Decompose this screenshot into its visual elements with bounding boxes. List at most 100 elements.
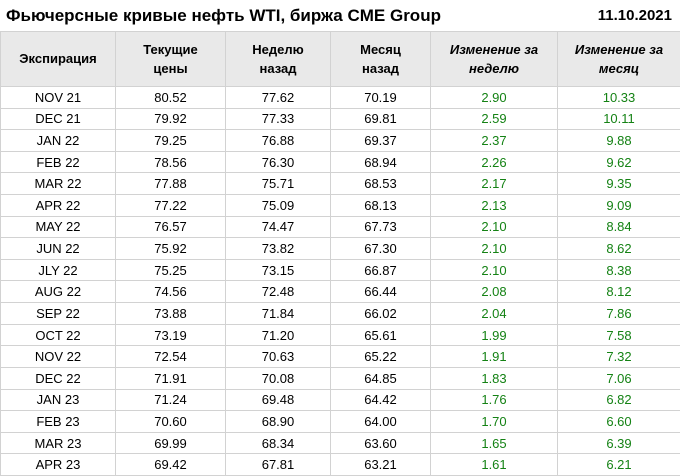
current-price-cell: 78.56: [115, 150, 226, 174]
table-row: NOV 22 72.54 70.63 65.22 1.91 7.32: [0, 345, 680, 368]
week-ago-cell: 73.15: [225, 258, 331, 282]
expiration-cell: AUG 22: [0, 280, 116, 304]
current-price-cell: 70.60: [115, 410, 226, 433]
month-ago-cell: 69.81: [330, 107, 431, 131]
month-change-cell: 9.62: [557, 150, 680, 174]
month-ago-cell: 70.19: [330, 86, 431, 109]
week-change-cell: 2.10: [430, 258, 558, 282]
table-row: JUN 22 75.92 73.82 67.30 2.10 8.62: [0, 237, 680, 260]
month-ago-cell: 63.21: [330, 453, 431, 476]
week-change-cell: 2.13: [430, 194, 558, 217]
current-price-cell: 75.92: [115, 237, 226, 260]
week-change-cell: 1.61: [430, 453, 558, 476]
month-change-cell: 6.60: [557, 410, 680, 433]
column-header-week-change: Изменение за неделю: [430, 31, 558, 87]
week-change-cell: 1.83: [430, 366, 558, 390]
column-header-month-change: Изменение за месяц: [557, 31, 680, 87]
week-ago-cell: 71.20: [225, 323, 331, 347]
week-ago-cell: 74.47: [225, 215, 331, 239]
month-ago-cell: 65.22: [330, 345, 431, 368]
week-ago-cell: 69.48: [225, 388, 331, 412]
month-change-cell: 8.12: [557, 280, 680, 304]
expiration-cell: SEP 22: [0, 302, 116, 325]
expiration-cell: MAY 22: [0, 215, 116, 239]
week-change-cell: 2.90: [430, 86, 558, 109]
week-ago-cell: 75.71: [225, 172, 331, 196]
table-row: SEP 22 73.88 71.84 66.02 2.04 7.86: [0, 302, 680, 325]
current-price-cell: 73.19: [115, 323, 226, 347]
week-ago-cell: 70.08: [225, 366, 331, 390]
week-ago-cell: 77.33: [225, 107, 331, 131]
month-change-cell: 7.32: [557, 345, 680, 368]
month-change-cell: 6.39: [557, 431, 680, 455]
current-price-cell: 73.88: [115, 302, 226, 325]
expiration-cell: NOV 22: [0, 345, 116, 368]
week-ago-cell: 72.48: [225, 280, 331, 304]
table-row: JLY 22 75.25 73.15 66.87 2.10 8.38: [0, 258, 680, 282]
month-ago-cell: 66.44: [330, 280, 431, 304]
week-ago-cell: 71.84: [225, 302, 331, 325]
month-change-cell: 9.88: [557, 129, 680, 152]
week-ago-cell: 68.34: [225, 431, 331, 455]
current-price-cell: 77.88: [115, 172, 226, 196]
expiration-cell: FEB 23: [0, 410, 116, 433]
table-row: APR 22 77.22 75.09 68.13 2.13 9.09: [0, 194, 680, 217]
week-ago-cell: 68.90: [225, 410, 331, 433]
current-price-cell: 71.24: [115, 388, 226, 412]
table-row: AUG 22 74.56 72.48 66.44 2.08 8.12: [0, 280, 680, 304]
month-ago-cell: 69.37: [330, 129, 431, 152]
expiration-cell: APR 22: [0, 194, 116, 217]
week-ago-cell: 73.82: [225, 237, 331, 260]
week-ago-cell: 76.30: [225, 150, 331, 174]
current-price-cell: 79.92: [115, 107, 226, 131]
expiration-cell: MAR 23: [0, 431, 116, 455]
table-header: Экспирация Текущие цены Неделю назад Мес…: [0, 31, 680, 87]
table-row: FEB 22 78.56 76.30 68.94 2.26 9.62: [0, 150, 680, 174]
week-ago-cell: 77.62: [225, 86, 331, 109]
week-ago-cell: 75.09: [225, 194, 331, 217]
table-row: JAN 22 79.25 76.88 69.37 2.37 9.88: [0, 129, 680, 152]
week-change-cell: 2.59: [430, 107, 558, 131]
month-ago-cell: 67.30: [330, 237, 431, 260]
week-change-cell: 1.76: [430, 388, 558, 412]
expiration-cell: FEB 22: [0, 150, 116, 174]
month-ago-cell: 68.13: [330, 194, 431, 217]
table-row: OCT 22 73.19 71.20 65.61 1.99 7.58: [0, 323, 680, 347]
titlebar: Фьючерсные кривые нефть WTI, биржа CME G…: [0, 0, 680, 31]
week-ago-cell: 67.81: [225, 453, 331, 476]
week-change-cell: 2.37: [430, 129, 558, 152]
week-change-cell: 2.26: [430, 150, 558, 174]
column-header-expiration: Экспирация: [0, 31, 116, 87]
week-change-cell: 2.08: [430, 280, 558, 304]
column-header-week-ago: Неделю назад: [225, 31, 331, 87]
month-ago-cell: 64.42: [330, 388, 431, 412]
current-price-cell: 80.52: [115, 86, 226, 109]
week-change-cell: 1.99: [430, 323, 558, 347]
current-price-cell: 74.56: [115, 280, 226, 304]
expiration-cell: MAR 22: [0, 172, 116, 196]
column-header-current-price: Текущие цены: [115, 31, 226, 87]
current-price-cell: 75.25: [115, 258, 226, 282]
month-ago-cell: 68.53: [330, 172, 431, 196]
week-change-cell: 2.10: [430, 215, 558, 239]
month-ago-cell: 65.61: [330, 323, 431, 347]
month-ago-cell: 63.60: [330, 431, 431, 455]
column-header-month-ago: Месяц назад: [330, 31, 431, 87]
expiration-cell: JLY 22: [0, 258, 116, 282]
week-change-cell: 2.04: [430, 302, 558, 325]
week-change-cell: 1.70: [430, 410, 558, 433]
month-change-cell: 8.84: [557, 215, 680, 239]
month-ago-cell: 66.87: [330, 258, 431, 282]
report-date: 11.10.2021: [597, 7, 672, 24]
expiration-cell: APR 23: [0, 453, 116, 476]
month-ago-cell: 64.85: [330, 366, 431, 390]
table-row: NOV 21 80.52 77.62 70.19 2.90 10.33: [0, 86, 680, 109]
month-change-cell: 6.21: [557, 453, 680, 476]
month-ago-cell: 66.02: [330, 302, 431, 325]
month-change-cell: 9.35: [557, 172, 680, 196]
expiration-cell: OCT 22: [0, 323, 116, 347]
current-price-cell: 77.22: [115, 194, 226, 217]
week-change-cell: 1.65: [430, 431, 558, 455]
current-price-cell: 72.54: [115, 345, 226, 368]
